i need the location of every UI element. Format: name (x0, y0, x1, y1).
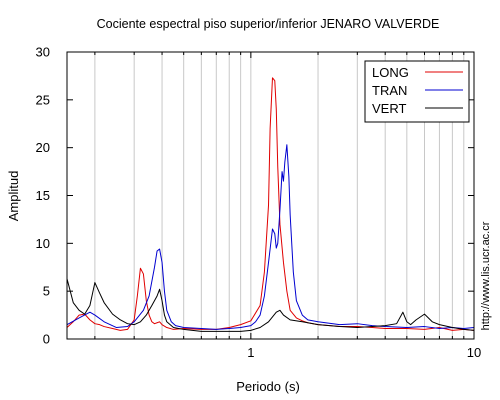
series-layer (66, 77, 475, 332)
x-tick-labels: 1 10 (247, 345, 481, 360)
y-tick-label: 20 (36, 140, 50, 155)
series-line-tran (66, 144, 475, 330)
plot-frame (66, 51, 475, 340)
y-tick-label: 0 (43, 332, 50, 347)
y-tick-label: 25 (36, 92, 50, 107)
legend-box (364, 60, 470, 123)
legend-label-long: LONG (372, 65, 409, 80)
legend-label-vert: VERT (372, 101, 406, 116)
x-tick-label: 10 (467, 345, 481, 360)
y-tick-label: 15 (36, 188, 50, 203)
axis-ticks (67, 51, 474, 340)
side-url-label: http://www.lis.ucr.ac.cr (480, 221, 492, 330)
y-axis-label: Amplitud (6, 171, 21, 222)
y-tick-label: 10 (36, 236, 50, 251)
y-tick-label: 30 (36, 45, 50, 60)
y-tick-label: 5 (43, 284, 50, 299)
series-line-vert (66, 278, 475, 332)
chart-title: Cociente espectral piso superior/inferio… (97, 17, 440, 31)
legend: LONG TRAN VERT (364, 60, 470, 123)
legend-label-tran: TRAN (372, 83, 407, 98)
x-tick-label: 1 (247, 345, 254, 360)
y-tick-labels: 0 5 10 15 20 25 30 (36, 45, 50, 347)
x-axis-label: Periodo (s) (236, 379, 300, 394)
